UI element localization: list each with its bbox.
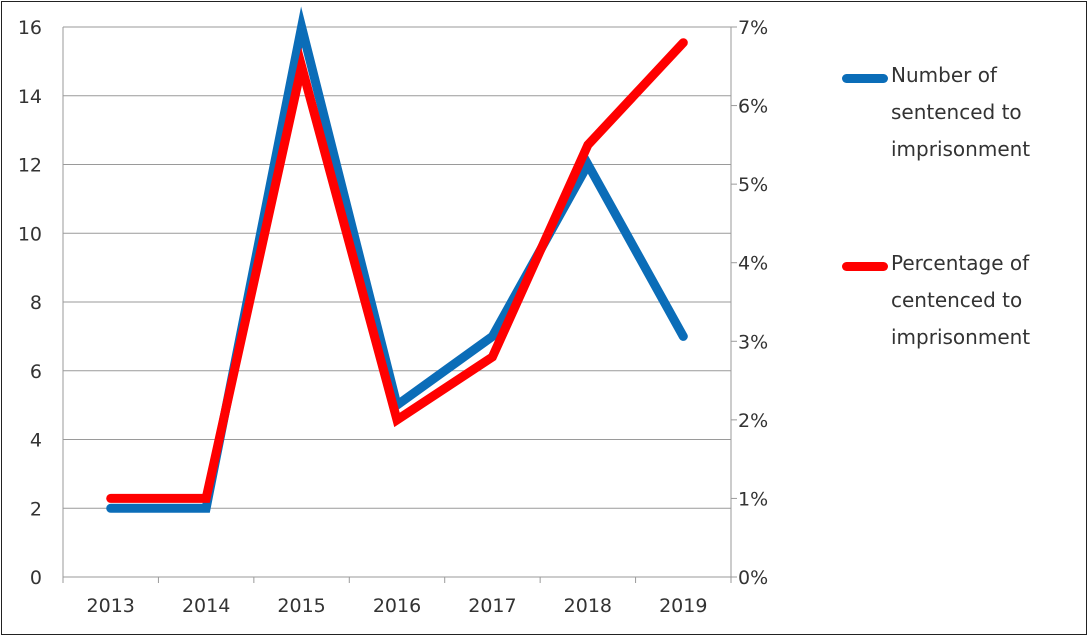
series-line-percentage — [106, 38, 688, 503]
left-axis-tick-labels: 0 2 4 6 8 10 12 14 16 — [18, 17, 42, 589]
legend-swatch-number — [842, 74, 888, 83]
x-tick-label: 2019 — [659, 595, 707, 617]
legend-label-number: Number of sentenced to imprisonment — [891, 63, 1031, 161]
legend-label-percentage: Percentage of centenced to imprisonment — [891, 251, 1031, 349]
right-tick-label: 1% — [738, 488, 768, 510]
left-tick-label: 2 — [30, 498, 42, 520]
left-tick-label: 14 — [18, 86, 42, 108]
right-tick-label: 0% — [738, 567, 768, 589]
legend-swatch-percentage — [842, 262, 888, 271]
left-tick-label: 16 — [18, 17, 42, 39]
axes — [62, 26, 737, 583]
x-tick-label: 2016 — [373, 595, 421, 617]
left-tick-label: 12 — [18, 155, 42, 177]
x-axis-tick-labels: 2013 2014 2015 2016 2017 2018 2019 — [87, 595, 708, 617]
x-tick-label: 2013 — [87, 595, 135, 617]
right-tick-label: 2% — [738, 410, 768, 432]
x-tick-label: 2018 — [564, 595, 612, 617]
right-tick-label: 4% — [738, 253, 768, 275]
left-tick-label: 0 — [30, 567, 42, 589]
right-axis-tick-labels: 0% 1% 2% 3% 4% 5% 6% 7% — [738, 17, 768, 589]
x-tick-label: 2017 — [468, 595, 516, 617]
right-tick-label: 3% — [738, 331, 768, 353]
left-tick-label: 4 — [30, 430, 42, 452]
series-line-number — [106, 6, 688, 513]
right-tick-label: 6% — [738, 96, 768, 118]
x-tick-label: 2014 — [182, 595, 230, 617]
right-tick-label: 5% — [738, 174, 768, 196]
left-tick-label: 10 — [18, 223, 42, 245]
x-tick-label: 2015 — [277, 595, 325, 617]
left-tick-label: 6 — [30, 361, 42, 383]
left-tick-label: 8 — [30, 292, 42, 314]
series-lines — [106, 6, 688, 513]
right-tick-label: 7% — [738, 17, 768, 39]
